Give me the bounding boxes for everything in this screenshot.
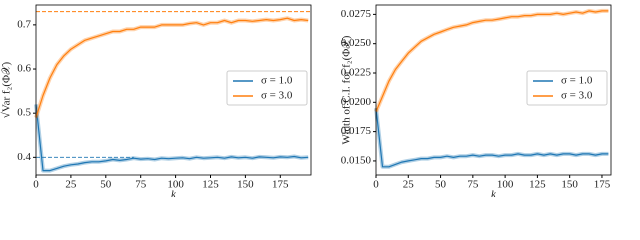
x-tick-label: 125 <box>202 179 219 191</box>
plot-frame <box>35 4 312 176</box>
x-tick-label: 175 <box>272 179 289 191</box>
legend-label: σ = 3.0 <box>561 90 593 102</box>
x-tick-label: 75 <box>135 179 147 191</box>
page: {"chart_data": [ {"type": "line", "ylabe… <box>0 4 612 197</box>
y-tick-label: 0.7 <box>17 18 31 30</box>
series-line <box>35 104 309 172</box>
x-axis-label: k <box>171 189 177 197</box>
x-tick-label: 0 <box>33 179 39 191</box>
y-tick-label: 0.5 <box>17 107 31 119</box>
series-line <box>375 10 609 112</box>
plot-frame <box>375 4 612 176</box>
chart: 0.0150 0.0175 0.0200 0.0225 0.0250 0.0275 0 25 5… <box>341 4 612 197</box>
legend-label: σ = 1.0 <box>261 75 293 87</box>
y-tick-label: 0.0250 <box>341 37 372 49</box>
series-line <box>375 108 609 168</box>
x-axis-label: k <box>491 189 497 197</box>
x-tick-label: 150 <box>237 179 254 191</box>
y-tick-label: 0.0175 <box>341 125 372 137</box>
y-tick-label: 0.0275 <box>341 8 372 20</box>
y-tick-label: 0.0225 <box>341 67 372 79</box>
x-tick-label: 25 <box>403 179 415 191</box>
y-tick-label: 0.6 <box>17 63 31 75</box>
x-tick-label: 100 <box>167 179 184 191</box>
x-tick-label: 75 <box>467 179 479 191</box>
x-tick-label: 125 <box>529 179 546 191</box>
figure: 0.4 0.5 0.6 0.7 0 25 50 75 100 125 150 175 k √Var f₂(… <box>1 4 612 197</box>
x-tick-label: 100 <box>497 179 514 191</box>
x-tick-label: 50 <box>100 179 112 191</box>
y-axis-label: √Var f₂(Φ𝒳) <box>1 61 13 118</box>
x-tick-label: 150 <box>561 179 578 191</box>
legend-label: σ = 1.0 <box>561 75 593 87</box>
y-tick-label: 0.0200 <box>341 96 372 108</box>
confidence-band <box>374 107 609 169</box>
chart: 0.4 0.5 0.6 0.7 0 25 50 75 100 125 150 175 k √Var f₂(… <box>1 4 312 197</box>
x-tick-label: 175 <box>594 179 611 191</box>
y-tick-label: 0.0150 <box>341 154 372 166</box>
x-tick-label: 50 <box>435 179 447 191</box>
y-axis-label: Width of C.I. for f₂(Φ𝒳) <box>341 35 353 144</box>
x-tick-label: 0 <box>373 179 379 191</box>
x-tick-label: 25 <box>65 179 77 191</box>
y-tick-label: 0.4 <box>17 151 31 163</box>
confidence-band <box>34 104 309 173</box>
legend-label: σ = 3.0 <box>261 90 293 102</box>
series-line <box>35 17 309 118</box>
